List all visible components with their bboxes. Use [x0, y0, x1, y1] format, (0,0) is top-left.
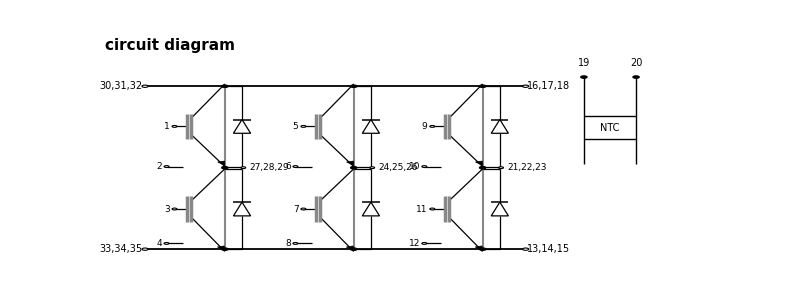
Circle shape	[293, 243, 298, 244]
Circle shape	[370, 167, 375, 169]
Circle shape	[430, 125, 435, 127]
Circle shape	[480, 167, 485, 169]
Text: 21,22,23: 21,22,23	[507, 163, 546, 172]
Polygon shape	[234, 202, 250, 216]
Circle shape	[422, 166, 427, 167]
Polygon shape	[491, 119, 508, 133]
Polygon shape	[362, 202, 379, 216]
Text: 16,17,18: 16,17,18	[527, 81, 570, 91]
Circle shape	[164, 166, 169, 167]
Text: 27,28,29: 27,28,29	[249, 163, 289, 172]
Circle shape	[301, 208, 306, 210]
Circle shape	[523, 248, 529, 250]
Text: 4: 4	[157, 239, 162, 248]
Circle shape	[222, 248, 228, 250]
Circle shape	[581, 76, 587, 78]
Circle shape	[172, 208, 177, 210]
Circle shape	[351, 85, 356, 87]
Circle shape	[241, 167, 246, 169]
Circle shape	[293, 166, 298, 167]
Text: 10: 10	[409, 162, 420, 171]
Text: 2: 2	[157, 162, 162, 171]
Text: 19: 19	[578, 58, 590, 68]
Text: 30,31,32: 30,31,32	[99, 81, 142, 91]
Circle shape	[301, 125, 306, 127]
Circle shape	[480, 85, 485, 87]
Polygon shape	[475, 246, 482, 250]
Polygon shape	[217, 246, 225, 250]
Circle shape	[222, 85, 228, 87]
Text: 8: 8	[285, 239, 291, 248]
Text: 1: 1	[164, 122, 169, 131]
Text: 6: 6	[285, 162, 291, 171]
Text: 33,34,35: 33,34,35	[99, 244, 142, 254]
Text: 5: 5	[293, 122, 299, 131]
Text: 9: 9	[421, 122, 428, 131]
Circle shape	[164, 243, 169, 244]
Polygon shape	[347, 161, 354, 165]
Text: 24,25,26: 24,25,26	[379, 163, 417, 172]
Polygon shape	[491, 202, 508, 216]
Circle shape	[142, 85, 148, 87]
Polygon shape	[346, 246, 354, 250]
Circle shape	[222, 167, 228, 169]
Circle shape	[351, 167, 356, 169]
Text: 11: 11	[416, 204, 428, 213]
Circle shape	[172, 125, 177, 127]
Circle shape	[430, 208, 435, 210]
Circle shape	[422, 243, 427, 244]
Circle shape	[523, 85, 529, 87]
Circle shape	[480, 248, 485, 250]
Circle shape	[142, 248, 148, 250]
Text: 20: 20	[630, 58, 642, 68]
Polygon shape	[234, 119, 250, 133]
Polygon shape	[362, 119, 379, 133]
Circle shape	[499, 167, 504, 169]
Text: 12: 12	[409, 239, 420, 248]
Bar	[584, 116, 636, 139]
Polygon shape	[475, 161, 482, 165]
Text: circuit diagram: circuit diagram	[105, 38, 235, 53]
Circle shape	[351, 248, 356, 250]
Text: 13,14,15: 13,14,15	[527, 244, 570, 254]
Circle shape	[633, 76, 639, 78]
Text: 3: 3	[164, 204, 169, 213]
Text: 7: 7	[293, 204, 299, 213]
Text: NTC: NTC	[600, 122, 619, 133]
Polygon shape	[218, 161, 225, 165]
